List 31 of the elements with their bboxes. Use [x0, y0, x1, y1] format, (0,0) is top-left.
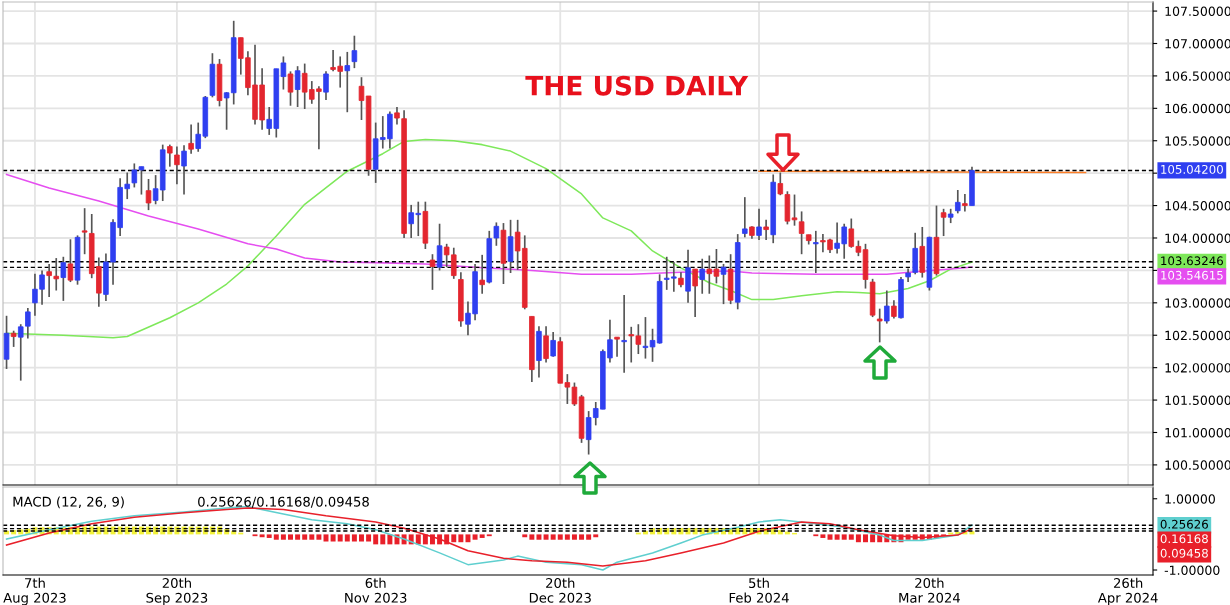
- x-tick-label: 6th Nov 2023: [345, 577, 407, 603]
- ref-line-label: 105.04200: [1161, 164, 1223, 174]
- x-tick-label: 20th Dec 2023: [529, 577, 591, 603]
- y-tick-label: 1.00000: [1165, 494, 1215, 504]
- y-tick-label: 106.00000: [1165, 103, 1230, 114]
- y-tick-label: 103.00000: [1165, 298, 1230, 308]
- y-tick-label: 101.50000: [1165, 395, 1230, 405]
- y-tick-label: 107.00000: [1165, 38, 1230, 49]
- ref-line-label: 0.09458: [1160, 548, 1208, 558]
- y-tick-label: 102.50000: [1165, 330, 1230, 341]
- ref-line-label: 103.54615: [1161, 270, 1223, 280]
- y-tick-label: 107.50000: [1165, 6, 1230, 16]
- y-tick-label: 100.50000: [1165, 460, 1230, 470]
- x-tick-label: 26th Apr 2024: [1097, 577, 1158, 605]
- text: THE USD DAILY: [525, 75, 749, 96]
- y-tick-label: 104.00000: [1165, 233, 1230, 243]
- x-tick-label: 5th Feb 2024: [729, 577, 789, 603]
- y-tick-label: 105.50000: [1165, 136, 1230, 146]
- x-tick-label: 7th Aug 2023: [3, 577, 66, 605]
- y-tick-label: 102.00000: [1165, 363, 1230, 373]
- ref-line-label: 0.16168: [1160, 534, 1208, 544]
- x-tick-label: 20th Sep 2023: [146, 577, 208, 605]
- ref-line-label: 103.63246: [1161, 256, 1223, 266]
- text: 0.25626/0.16168/0.09458: [198, 496, 369, 508]
- y-tick-label: 101.00000: [1165, 427, 1230, 438]
- y-tick-label: 104.50000: [1165, 201, 1230, 211]
- y-tick-label: 106.50000: [1165, 71, 1230, 81]
- y-tick-label: -1.00000: [1164, 565, 1220, 575]
- x-tick-label: 20th Mar 2024: [899, 577, 960, 603]
- text: MACD (12, 26, 9): [13, 496, 124, 509]
- ref-line-label: 0.25626: [1160, 519, 1208, 529]
